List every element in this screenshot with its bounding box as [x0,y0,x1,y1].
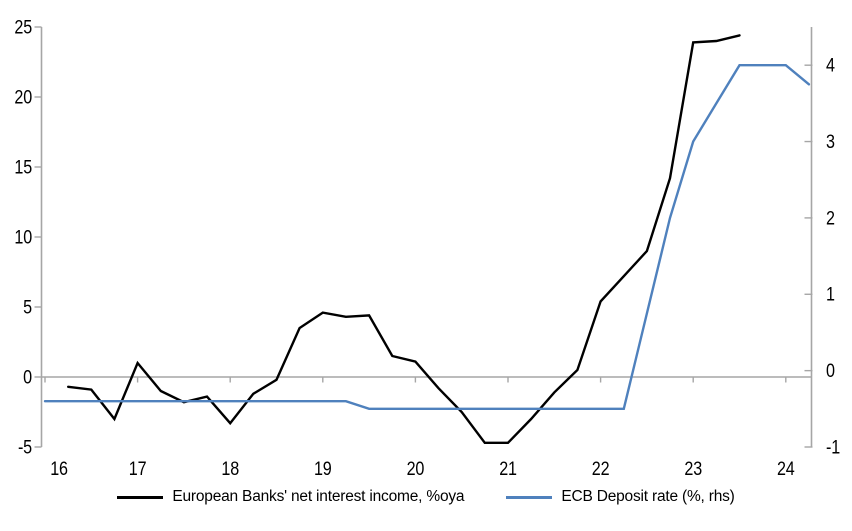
x-axis-label: 21 [499,458,517,480]
x-axis-label: 20 [407,458,425,480]
series-ecb-rate-line [43,63,811,410]
right-axis-label: 2 [826,207,835,229]
legend-line-sample-blue [506,495,553,499]
x-axis-label: 24 [777,458,795,480]
legend-label-nii: European Banks' net interest income, %oy… [172,488,465,505]
x-axis-label: 19 [314,458,332,480]
left-axis-label: -5 [18,436,32,458]
left-axis-label: 10 [14,226,32,248]
x-axis-label: 18 [221,458,239,480]
x-axis-label: 22 [592,458,610,480]
x-axis-label: 17 [129,458,147,480]
legend: European Banks' net interest income, %oy… [0,488,852,506]
right-axis-label: -1 [826,436,840,458]
left-axis-label: 15 [14,156,32,178]
right-axis-label: 1 [826,283,835,305]
legend-line-sample-black [117,495,164,499]
right-axis-label: 3 [826,131,835,153]
left-axis-label: 25 [14,16,32,38]
right-axis-label: 0 [826,360,835,382]
x-axis-label: 16 [50,458,68,480]
left-axis-label: 20 [14,86,32,108]
legend-item-ecb: ECB Deposit rate (%, rhs) [506,488,735,506]
left-axis-label: 5 [23,296,32,318]
legend-label-ecb: ECB Deposit rate (%, rhs) [561,488,735,505]
right-axis-label: 4 [826,54,835,76]
x-axis-label: 23 [684,458,702,480]
series-nii-line [66,34,741,444]
legend-item-nii: European Banks' net interest income, %oy… [117,488,465,506]
left-axis-label: 0 [23,366,32,388]
